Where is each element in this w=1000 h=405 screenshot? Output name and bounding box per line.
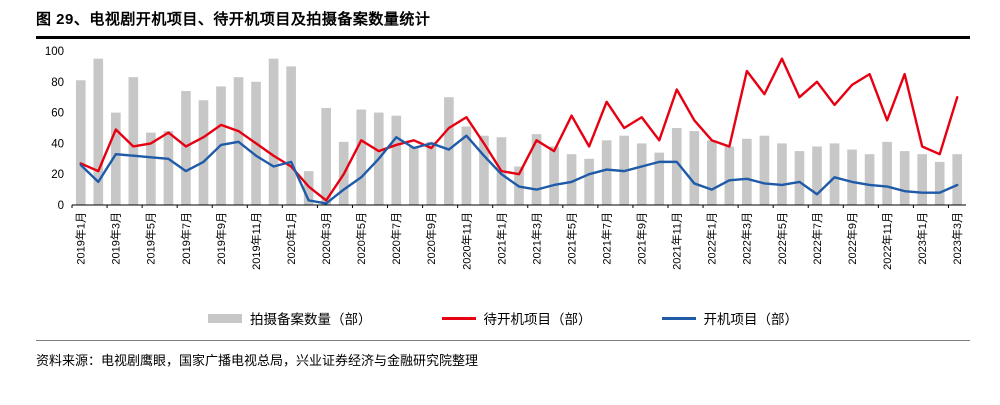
legend-bar-swatch xyxy=(208,313,242,323)
chart-area: 0 20 40 60 80 100 2019年1月 2019年3月 2019年5月 2019年7月… xyxy=(36,43,970,306)
svg-text:2020年7月: 2020年7月 xyxy=(389,212,403,265)
svg-text:2021年11月: 2021年11月 xyxy=(670,212,684,270)
svg-text:2019年1月: 2019年1月 xyxy=(74,212,88,265)
svg-text:2019年11月: 2019年11月 xyxy=(249,212,263,270)
svg-text:2023年3月: 2023年3月 xyxy=(950,212,964,265)
svg-text:2023年1月: 2023年1月 xyxy=(915,212,929,265)
svg-text:2022年1月: 2022年1月 xyxy=(705,212,719,265)
svg-text:2019年7月: 2019年7月 xyxy=(179,212,193,265)
svg-text:2021年9月: 2021年9月 xyxy=(635,212,649,265)
svg-text:2019年3月: 2019年3月 xyxy=(109,212,123,265)
legend-label-registrations: 拍摄备案数量（部） xyxy=(250,312,372,327)
svg-text:2021年5月: 2021年5月 xyxy=(564,212,578,265)
legend-label-pending-projects: 待开机项目（部） xyxy=(483,312,592,327)
legend-red-line-swatch xyxy=(441,316,476,320)
svg-text:2019年5月: 2019年5月 xyxy=(144,212,158,265)
svg-text:20: 20 xyxy=(51,169,64,181)
svg-text:2020年9月: 2020年9月 xyxy=(424,212,438,265)
svg-text:2020年3月: 2020年3月 xyxy=(319,212,333,265)
svg-text:100: 100 xyxy=(45,46,64,58)
legend-item-pending-projects: 待开机项目（部） xyxy=(441,308,592,328)
svg-text:2020年11月: 2020年11月 xyxy=(459,212,473,270)
source-note: 资料来源：电视剧鹰眼，国家广播电视总局，兴业证券经济与金融研究院整理 xyxy=(36,340,970,369)
svg-text:80: 80 xyxy=(51,77,64,89)
svg-text:2020年5月: 2020年5月 xyxy=(354,212,368,265)
chart-svg: 0 20 40 60 80 100 2019年1月 2019年3月 2019年5月 2019年7月… xyxy=(45,46,966,270)
legend-label-started-projects: 开机项目（部） xyxy=(703,312,799,327)
svg-text:2022年11月: 2022年11月 xyxy=(880,212,894,270)
svg-text:2022年5月: 2022年5月 xyxy=(775,212,789,265)
svg-text:2021年7月: 2021年7月 xyxy=(600,212,614,265)
svg-text:40: 40 xyxy=(51,138,64,150)
legend-item-registrations: 拍摄备案数量（部） xyxy=(208,308,372,328)
svg-text:60: 60 xyxy=(51,108,64,120)
legend-item-started-projects: 开机项目（部） xyxy=(661,308,799,328)
chart-legend: 拍摄备案数量（部） 待开机项目（部） 开机项目（部） xyxy=(36,308,970,328)
figure-title: 图 29、电视剧开机项目、待开机项目及拍摄备案数量统计 xyxy=(36,8,970,39)
svg-text:2022年7月: 2022年7月 xyxy=(810,212,824,265)
svg-text:2019年9月: 2019年9月 xyxy=(214,212,228,265)
svg-text:0: 0 xyxy=(58,200,64,212)
svg-text:2022年3月: 2022年3月 xyxy=(740,212,754,265)
legend-blue-line-swatch xyxy=(661,316,696,320)
svg-text:2021年3月: 2021年3月 xyxy=(529,212,543,265)
svg-text:2021年1月: 2021年1月 xyxy=(494,212,508,265)
svg-text:2020年1月: 2020年1月 xyxy=(284,212,298,265)
svg-text:2022年9月: 2022年9月 xyxy=(845,212,859,265)
